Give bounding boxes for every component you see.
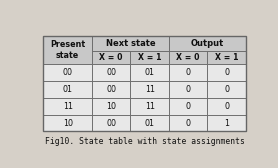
Bar	[130, 64, 169, 81]
Bar	[169, 51, 207, 64]
Text: 0: 0	[186, 102, 191, 111]
Text: 00: 00	[63, 68, 73, 77]
Bar	[169, 98, 207, 115]
Bar	[207, 81, 246, 98]
Text: Present
state: Present state	[50, 40, 85, 60]
Text: X = 1: X = 1	[215, 53, 239, 62]
Bar	[207, 64, 246, 81]
Text: 01: 01	[145, 68, 155, 77]
Bar	[207, 98, 246, 115]
Text: 0: 0	[186, 68, 191, 77]
Bar	[92, 51, 130, 64]
Bar	[207, 115, 246, 131]
Text: 0: 0	[186, 85, 191, 94]
Bar	[43, 36, 246, 131]
Text: Next state: Next state	[106, 39, 155, 48]
Bar	[92, 115, 130, 131]
Text: X = 0: X = 0	[177, 53, 200, 62]
Bar	[207, 51, 246, 64]
Text: Output: Output	[191, 39, 224, 48]
Bar	[43, 81, 92, 98]
Bar	[43, 115, 92, 131]
Text: 00: 00	[106, 119, 116, 128]
Text: 10: 10	[63, 119, 73, 128]
Bar	[130, 98, 169, 115]
Text: 01: 01	[145, 119, 155, 128]
Bar	[92, 36, 169, 51]
Text: 10: 10	[106, 102, 116, 111]
Bar	[92, 98, 130, 115]
Text: 00: 00	[106, 68, 116, 77]
Text: 11: 11	[63, 102, 73, 111]
Bar	[169, 64, 207, 81]
Bar	[43, 36, 92, 64]
Text: X = 0: X = 0	[100, 53, 123, 62]
Bar	[169, 81, 207, 98]
Bar	[130, 51, 169, 64]
Text: 1: 1	[224, 119, 229, 128]
Text: Fig10. State table with state assignments: Fig10. State table with state assignment…	[45, 137, 245, 146]
Text: 0: 0	[224, 68, 229, 77]
Bar	[169, 36, 246, 51]
Text: 0: 0	[186, 119, 191, 128]
Bar	[43, 64, 92, 81]
Text: 01: 01	[63, 85, 73, 94]
Text: 11: 11	[145, 102, 155, 111]
Bar	[92, 64, 130, 81]
Text: 00: 00	[106, 85, 116, 94]
Bar	[130, 115, 169, 131]
Text: X = 1: X = 1	[138, 53, 162, 62]
Text: 0: 0	[224, 102, 229, 111]
Text: 11: 11	[145, 85, 155, 94]
Bar	[92, 81, 130, 98]
Bar	[130, 81, 169, 98]
Text: 0: 0	[224, 85, 229, 94]
Bar	[169, 115, 207, 131]
Bar	[43, 98, 92, 115]
